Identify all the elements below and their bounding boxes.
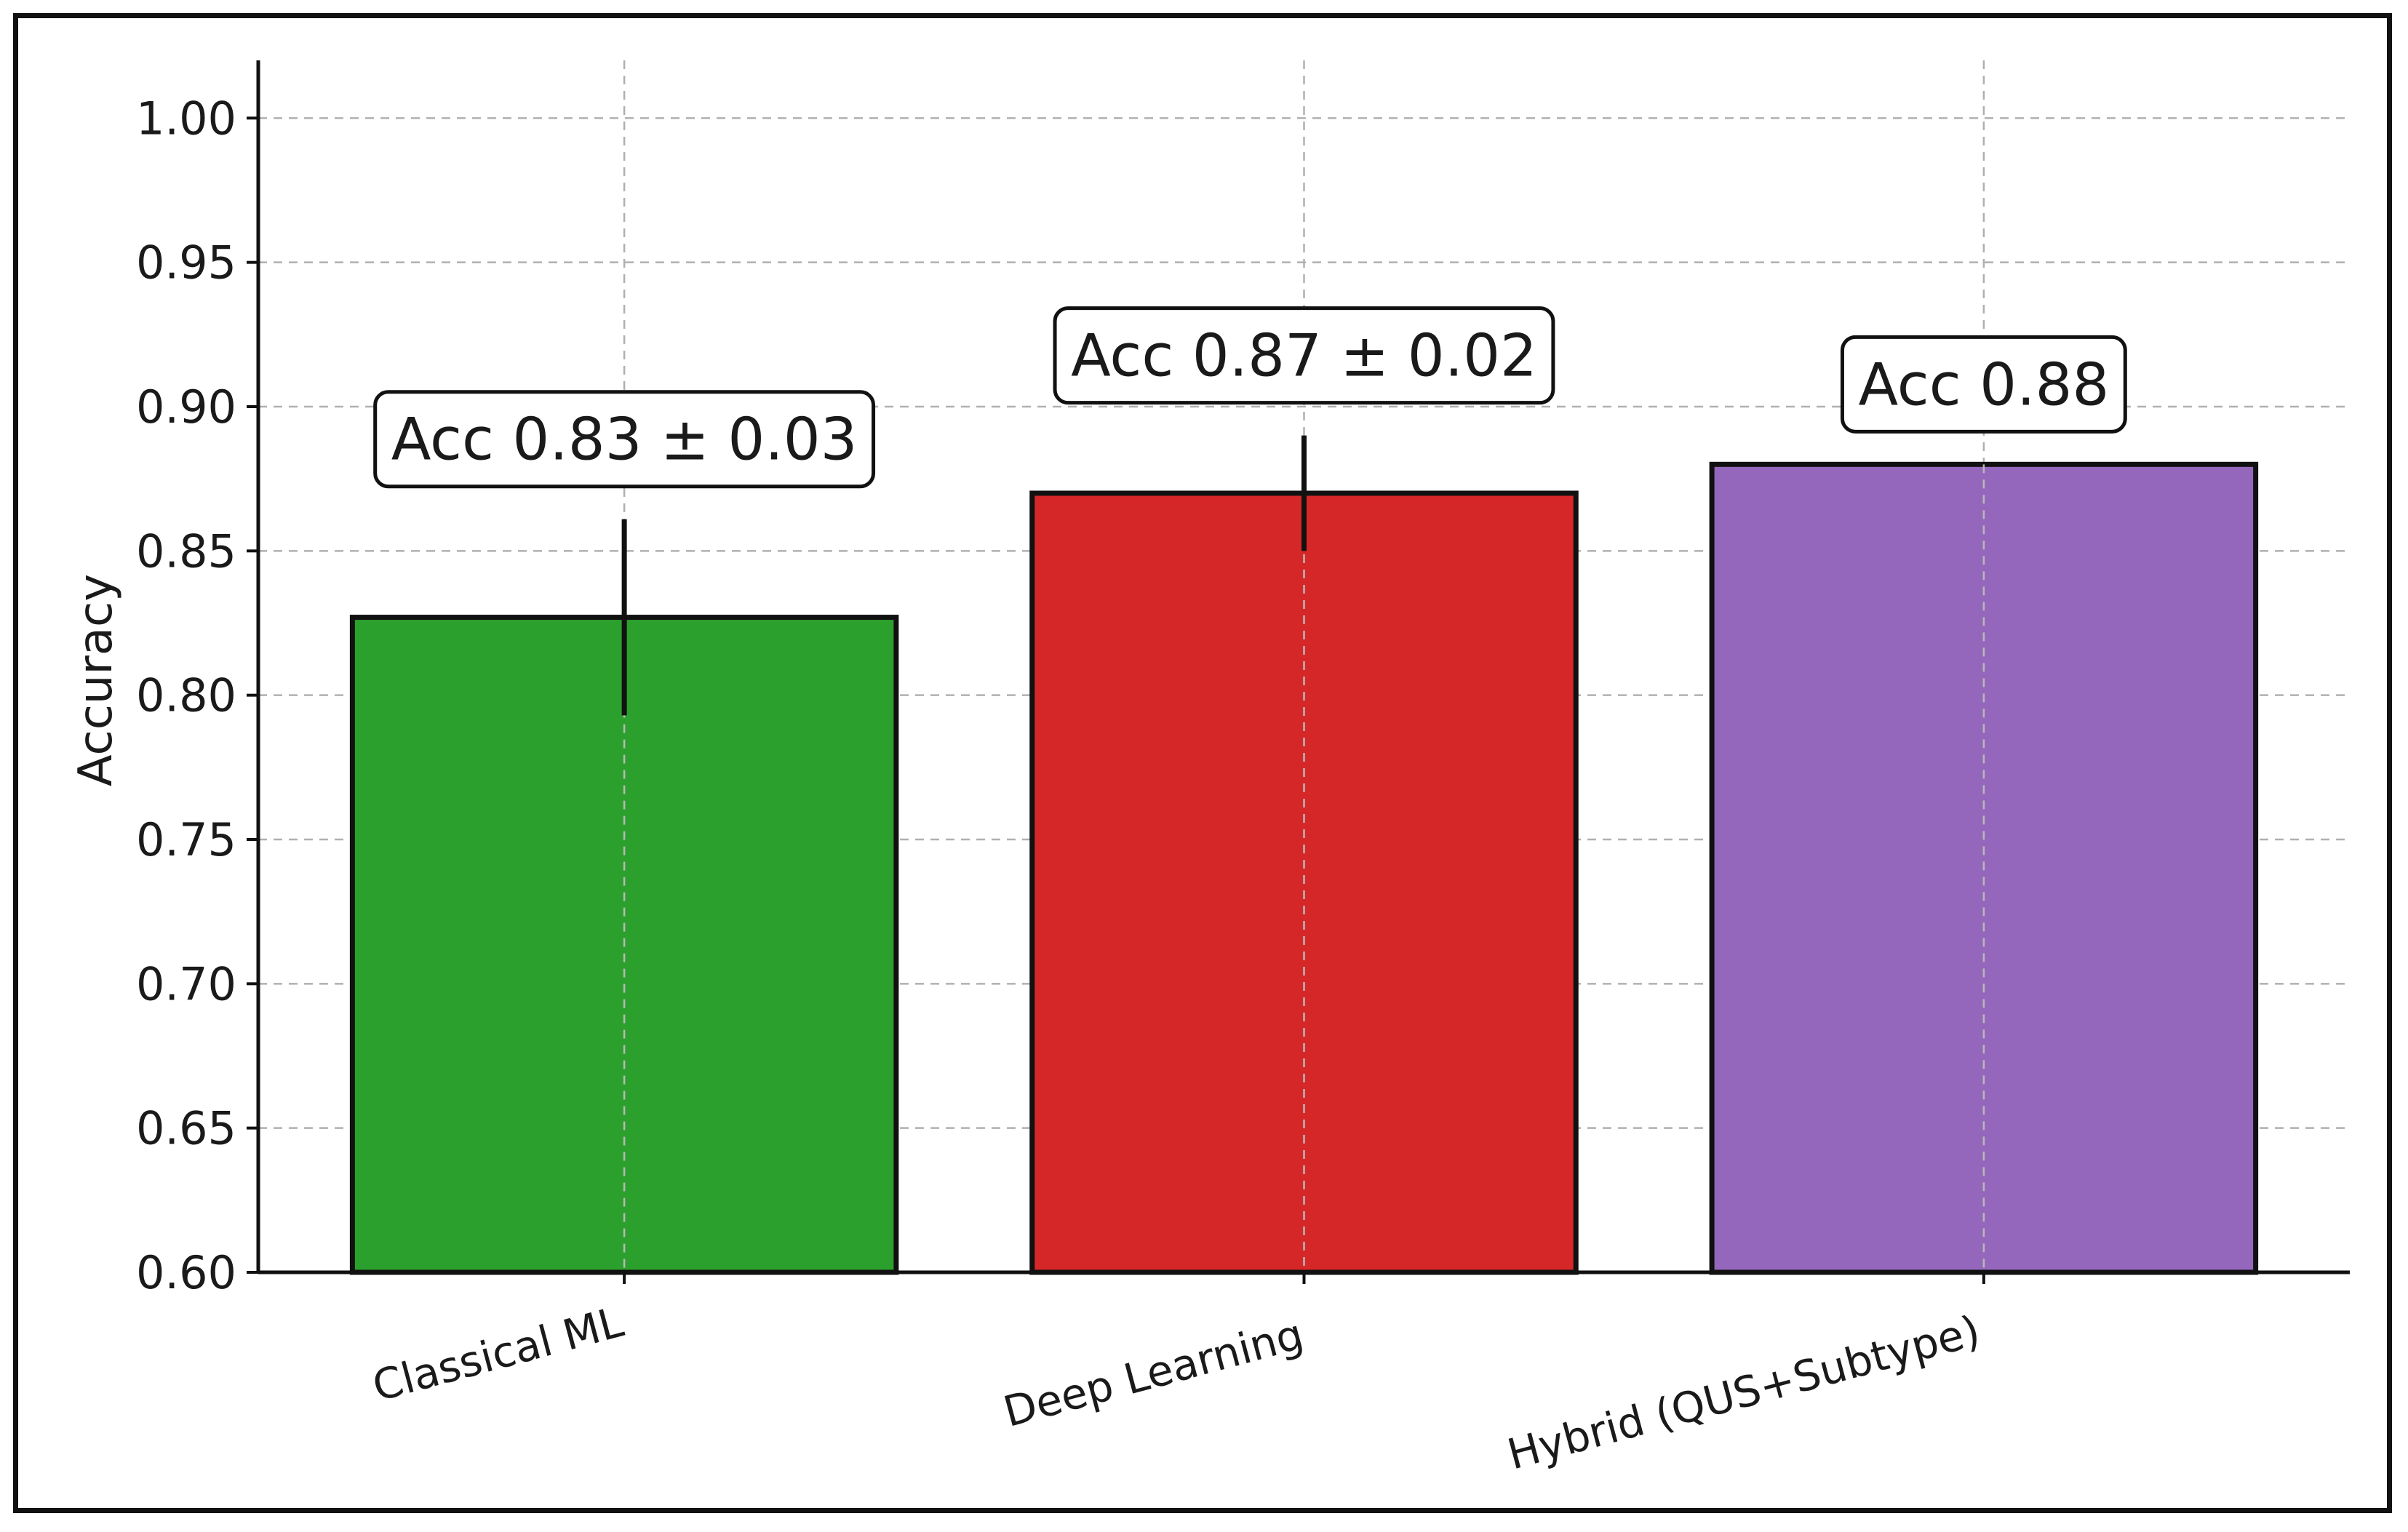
annotation-text: Acc 0.88 <box>1858 351 2109 418</box>
bar-chart: 0.60 0.65 0.70 0.75 0.80 0.85 0.90 0.95 1.00 Cla… <box>69 60 2350 1480</box>
y-tick-label: 0.60 <box>136 1246 236 1299</box>
y-tick-label: 0.85 <box>136 524 236 578</box>
error-bars <box>621 435 1307 716</box>
bar-annotation: Acc 0.83 ± 0.03 <box>373 390 876 489</box>
y-axis-label: Accuracy <box>69 574 123 786</box>
y-ticks: 0.60 0.65 0.70 0.75 0.80 0.85 0.90 0.95 1.00 <box>136 92 258 1299</box>
x-tick-label: Hybrid (QUS+Subtype) <box>1502 1306 1985 1480</box>
bar-annotation: Acc 0.87 ± 0.02 <box>1053 306 1555 405</box>
annotation-text: Acc 0.87 ± 0.02 <box>1071 322 1537 390</box>
y-tick-label: 0.65 <box>136 1102 236 1155</box>
figure-frame: 0.60 0.65 0.70 0.75 0.80 0.85 0.90 0.95 1.00 Cla… <box>13 13 2392 1513</box>
x-ticks: Classical ML Deep Learning Hybrid (QUS+Sub… <box>367 1272 1985 1480</box>
x-tick-label: Deep Learning <box>998 1309 1308 1437</box>
y-tick-label: 0.95 <box>136 236 236 290</box>
y-tick-label: 1.00 <box>136 92 236 145</box>
y-tick-label: 0.80 <box>136 669 236 722</box>
annotation-box <box>1840 335 2127 434</box>
annotation-box <box>373 390 876 489</box>
bar-annotations: Acc 0.83 ± 0.03 Acc 0.87 ± 0.02 Acc 0.88 <box>373 306 2127 489</box>
y-tick-label: 0.75 <box>136 813 236 866</box>
annotation-text: Acc 0.83 ± 0.03 <box>391 406 858 474</box>
bar-annotation: Acc 0.88 <box>1840 335 2127 434</box>
bars <box>349 461 2259 1275</box>
annotation-box <box>1053 306 1555 405</box>
x-tick-label: Classical ML <box>367 1297 629 1411</box>
y-tick-label: 0.90 <box>136 380 236 434</box>
y-tick-label: 0.70 <box>136 957 236 1010</box>
